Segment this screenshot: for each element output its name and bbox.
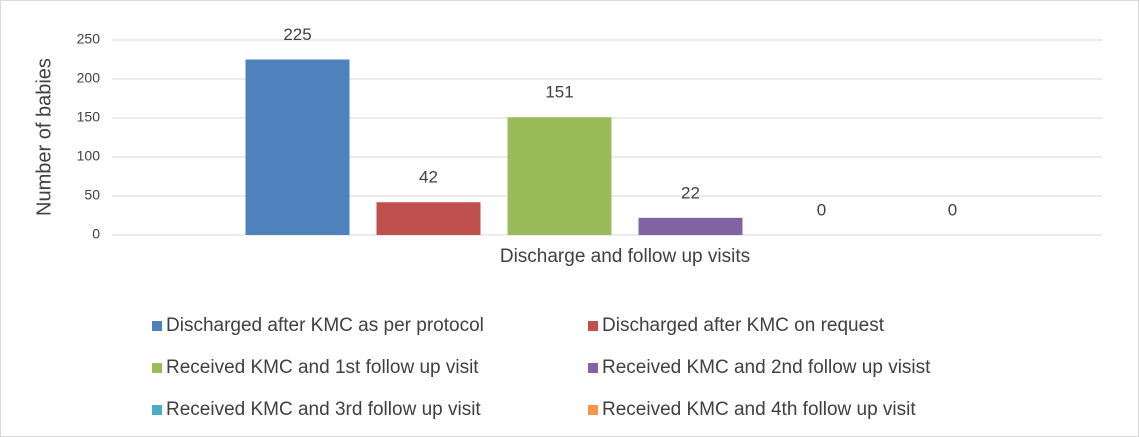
- bar: [376, 202, 481, 235]
- bar: [507, 117, 612, 235]
- data-label: 22: [681, 183, 700, 202]
- bar: [638, 217, 743, 235]
- legend-label: Discharged after KMC as per protocol: [166, 315, 484, 336]
- y-tick-label: 150: [77, 109, 101, 125]
- y-tick-label: 100: [77, 148, 101, 164]
- legend-marker: [152, 405, 162, 415]
- y-tick-label: 200: [77, 70, 101, 86]
- legend-label: Received KMC and 4th follow up visit: [602, 399, 916, 420]
- legend-marker: [588, 363, 598, 373]
- legend-label: Received KMC and 2nd follow up visist: [602, 357, 931, 378]
- legend-marker: [588, 405, 598, 415]
- data-label: 0: [817, 200, 826, 219]
- y-tick-label: 0: [92, 226, 100, 242]
- y-axis-label: Number of babies: [33, 58, 55, 216]
- data-label: 225: [283, 25, 311, 44]
- data-label: 0: [948, 200, 957, 219]
- legend-marker: [152, 321, 162, 331]
- data-label: 42: [419, 168, 438, 187]
- legend-label: Received KMC and 3rd follow up visit: [166, 399, 481, 420]
- bar: [245, 59, 350, 235]
- data-label: 151: [545, 83, 573, 102]
- y-tick-label: 250: [77, 31, 101, 47]
- legend-label: Discharged after KMC on request: [602, 315, 885, 336]
- legend-marker: [588, 321, 598, 331]
- legend-marker: [152, 363, 162, 373]
- x-tick-label: Discharge and follow up visits: [500, 246, 750, 267]
- y-tick-label: 50: [84, 187, 100, 203]
- legend-label: Received KMC and 1st follow up visit: [166, 357, 479, 378]
